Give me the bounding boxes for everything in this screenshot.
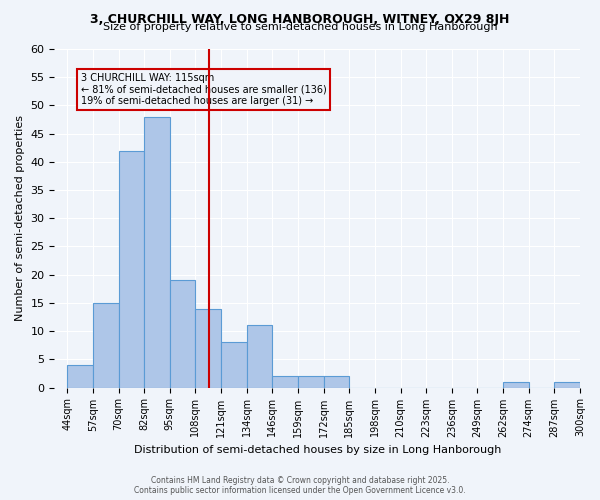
Text: 3 CHURCHILL WAY: 115sqm
← 81% of semi-detached houses are smaller (136)
19% of s: 3 CHURCHILL WAY: 115sqm ← 81% of semi-de… <box>80 72 326 106</box>
Bar <box>323 376 349 388</box>
Bar <box>93 303 119 388</box>
Text: Size of property relative to semi-detached houses in Long Hanborough: Size of property relative to semi-detach… <box>103 22 497 32</box>
Bar <box>272 376 298 388</box>
Bar <box>196 308 221 388</box>
Bar <box>170 280 196 388</box>
Bar <box>503 382 529 388</box>
Bar <box>554 382 580 388</box>
Bar <box>298 376 323 388</box>
Text: 3, CHURCHILL WAY, LONG HANBOROUGH, WITNEY, OX29 8JH: 3, CHURCHILL WAY, LONG HANBOROUGH, WITNE… <box>91 12 509 26</box>
Bar <box>119 150 144 388</box>
Y-axis label: Number of semi-detached properties: Number of semi-detached properties <box>15 116 25 322</box>
Bar <box>247 326 272 388</box>
Text: Contains HM Land Registry data © Crown copyright and database right 2025.
Contai: Contains HM Land Registry data © Crown c… <box>134 476 466 495</box>
Bar <box>221 342 247 388</box>
X-axis label: Distribution of semi-detached houses by size in Long Hanborough: Distribution of semi-detached houses by … <box>134 445 501 455</box>
Bar <box>144 116 170 388</box>
Bar <box>67 365 93 388</box>
